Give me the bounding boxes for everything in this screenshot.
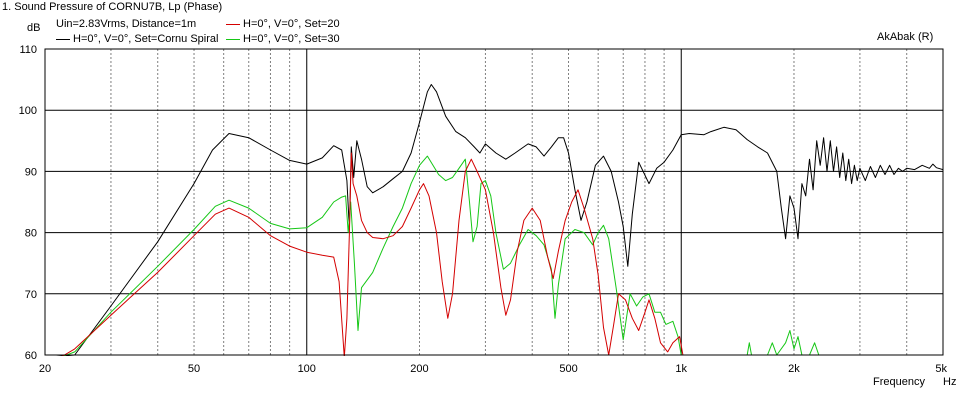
legend-item-set-20: H=0°, V=0°, Set=20 (226, 18, 340, 30)
x-tick-label: 500 (559, 363, 577, 375)
plot-frame (44, 48, 944, 356)
legend-label: H=0°, V=0°, Set=20 (243, 18, 340, 30)
grid-lines (45, 49, 943, 355)
x-axis-label: Frequency (873, 376, 925, 388)
chart-conditions: Uin=2.83Vrms, Distance=1m (56, 18, 197, 30)
x-tick-label: 20 (39, 363, 51, 375)
legend-swatch-green (226, 38, 240, 40)
x-tick-label: 200 (410, 363, 428, 375)
x-tick-label: 100 (298, 363, 316, 375)
series-line-0 (56, 84, 943, 356)
curves (56, 84, 943, 356)
series-line-2 (62, 155, 943, 356)
chart-title: 1. Sound Pressure of CORNU7B, Lp (Phase) (2, 1, 223, 13)
y-tick-label: 110 (19, 44, 37, 56)
legend-swatch-red (226, 23, 240, 25)
y-tick-label: 90 (25, 166, 37, 178)
x-tick-label: 5k (935, 363, 947, 375)
legend-label: H=0°, V=0°, Set=Cornu Spiral (73, 33, 219, 45)
x-axis-unit: Hz (943, 376, 957, 388)
legend-item-cornu-spiral: H=0°, V=0°, Set=Cornu Spiral (56, 33, 218, 45)
series-line-1 (61, 152, 943, 356)
legend-swatch-black (56, 38, 70, 40)
legend-item-set-30: H=0°, V=0°, Set=30 (226, 33, 340, 45)
y-tick-label: 100 (19, 105, 37, 117)
x-tick-label: 2k (788, 363, 800, 375)
y-tick-label: 80 (25, 228, 37, 240)
legend-label: H=0°, V=0°, Set=30 (243, 33, 340, 45)
axis-labels: 60 70 80 90 100 110 20 50 100 200 500 1k 2k 5k (19, 44, 948, 375)
y-tick-label: 60 (25, 350, 37, 362)
x-tick-label: 1k (675, 363, 687, 375)
x-tick-label: 50 (188, 363, 200, 375)
y-tick-label: 70 (25, 289, 37, 301)
y-axis-unit-label: dB (27, 22, 41, 34)
brand-label: AkAbak (R) (877, 31, 934, 43)
